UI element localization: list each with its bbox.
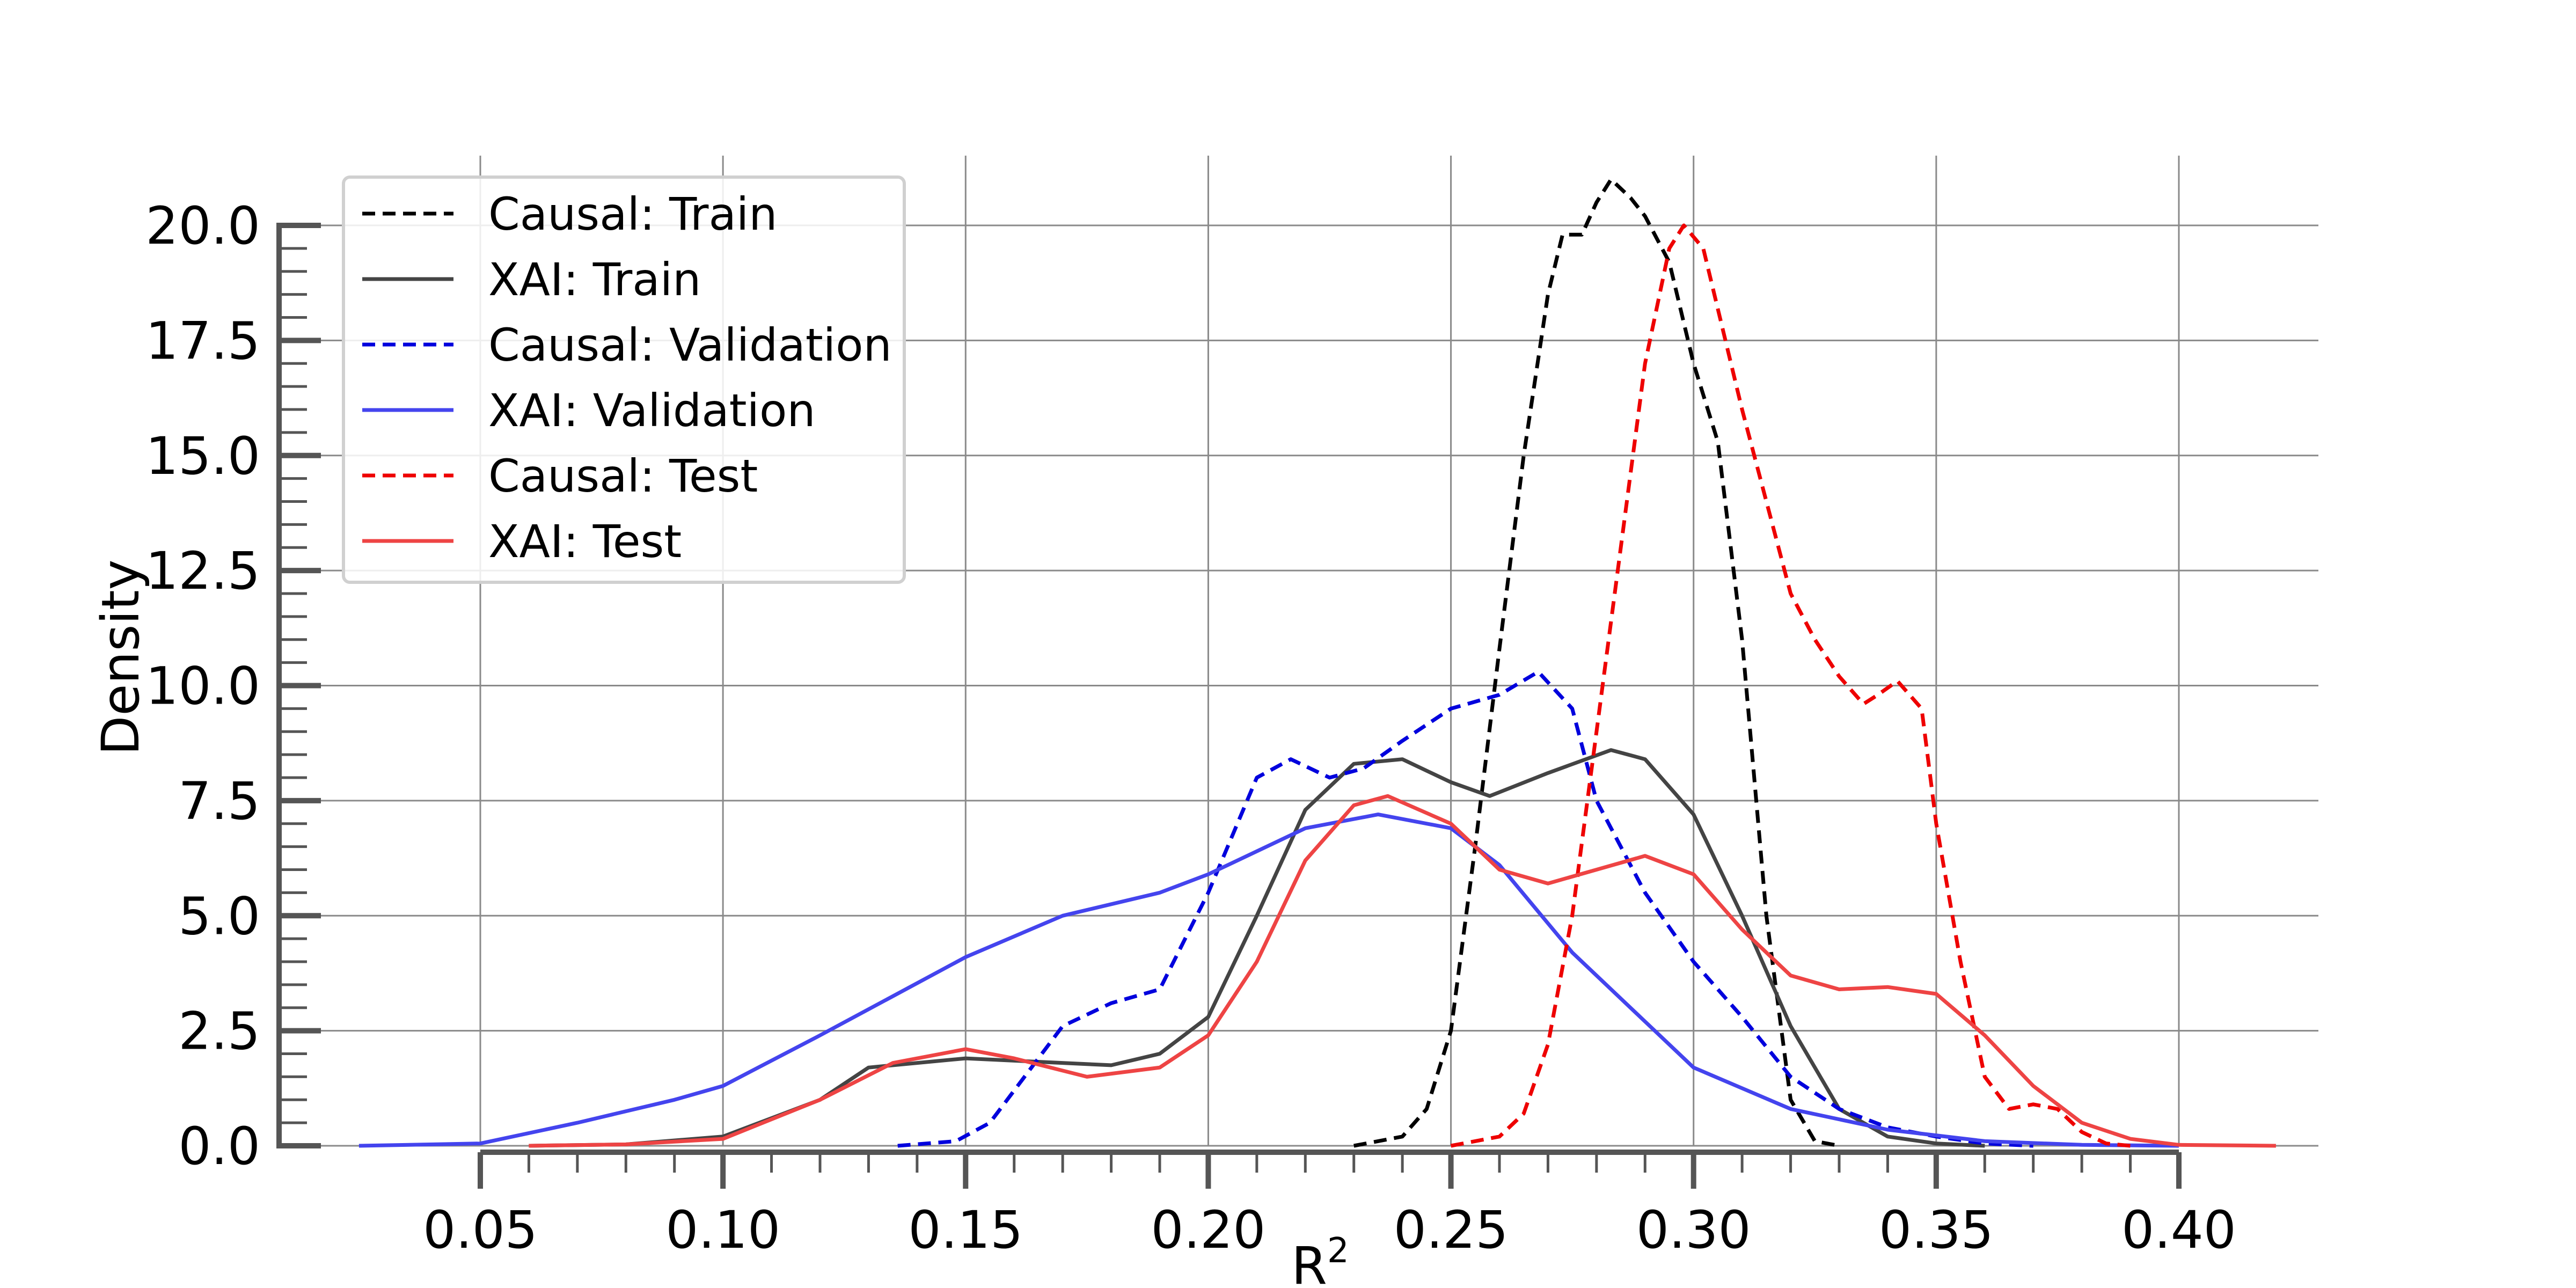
series-xai-test [529,794,2276,1148]
y-tick-label-2: 5.0 [178,886,260,946]
x-axis-title-superscript: 2 [1327,1231,1349,1271]
axes [276,223,2182,1189]
legend-label-causal-validation: Causal: Validation [488,319,892,371]
x-axis-title: R2 [1291,1231,1349,1288]
y-tick-label-5: 12.5 [145,541,260,601]
x-tick-label-7: 0.40 [2121,1200,2236,1260]
x-tick-label-0: 0.05 [423,1200,538,1260]
y-axis-title: Density [91,560,151,756]
x-tick-label-6: 0.35 [1879,1200,1994,1260]
legend-label-xai-validation: XAI: Validation [488,384,816,437]
y-tick-label-3: 7.5 [178,771,260,831]
x-tick-label-5: 0.30 [1636,1200,1751,1260]
legend-label-causal-test: Causal: Test [488,450,758,502]
y-tick-label-4: 10.0 [145,656,260,716]
y-tick-label-1: 2.5 [178,1001,260,1062]
series-layer [358,177,2276,1148]
y-tick-label-7: 17.5 [145,311,260,371]
legend-label-causal-train: Causal: Train [488,188,778,240]
y-tick-label-8: 20.0 [145,196,260,256]
x-tick-label-4: 0.25 [1394,1200,1509,1260]
tick-labels: 0.05 0.10 0.15 0.20 0.25 0.30 0.35 0.40 0.0 2.5 5.… [145,196,2236,1260]
series-causal-test [1450,223,2131,1148]
legend-label-xai-train: XAI: Train [488,253,701,306]
x-tick-label-3: 0.20 [1151,1200,1266,1260]
legend-box [342,175,906,584]
legend-label-xai-test: XAI: Test [488,515,682,568]
y-tick-label-0: 0.0 [178,1116,260,1176]
legend: Causal: Train XAI: Train Causal: Validatio… [342,175,906,584]
x-tick-label-2: 0.15 [908,1200,1023,1260]
x-axis-title-base: R [1291,1236,1327,1288]
x-tick-label-1: 0.10 [665,1200,780,1260]
y-tick-label-6: 15.0 [145,426,260,486]
series-causal-validation [897,670,2033,1148]
series-causal-train [1353,177,1840,1148]
